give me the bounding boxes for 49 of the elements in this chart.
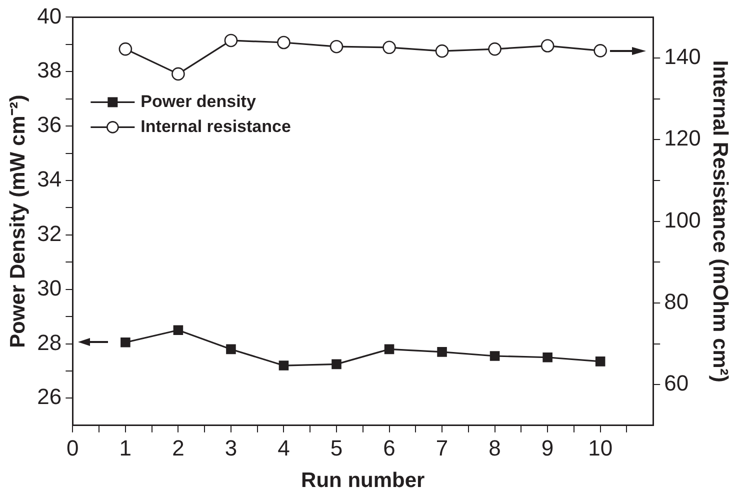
y-tick-label: 34 xyxy=(37,166,62,192)
x-tick-label: 7 xyxy=(436,436,448,461)
y2-tick-label: 60 xyxy=(664,370,689,396)
point xyxy=(540,39,554,52)
y-tick-label: 26 xyxy=(37,384,62,410)
point xyxy=(437,347,447,357)
y2-tick-label: 120 xyxy=(664,126,701,151)
y-tick-label: 36 xyxy=(37,112,62,138)
x-tick-label: 9 xyxy=(541,436,554,461)
y-tick-label: 30 xyxy=(37,275,62,300)
y-tick-label: 28 xyxy=(37,330,62,355)
point xyxy=(224,34,238,48)
point xyxy=(490,351,500,361)
x-axis-title: Run number xyxy=(301,469,425,492)
y-tick-label: 40 xyxy=(37,3,62,28)
point xyxy=(382,40,396,54)
legend-label: Power density xyxy=(140,92,256,111)
point xyxy=(173,325,184,336)
y-tick-label: 38 xyxy=(37,58,62,83)
legend-label: Internal resistance xyxy=(140,116,291,136)
point xyxy=(278,360,289,370)
point xyxy=(330,40,344,54)
point xyxy=(488,42,502,56)
x-tick-label: 2 xyxy=(172,436,184,461)
x-tick-label: 6 xyxy=(383,436,396,461)
x-tick-label: 0 xyxy=(66,436,79,461)
point xyxy=(384,344,394,354)
point xyxy=(120,338,130,348)
y2-tick-label: 100 xyxy=(664,207,701,232)
y2-tick-label: 80 xyxy=(664,289,689,314)
point xyxy=(595,356,606,366)
point xyxy=(542,352,552,362)
y-axis-title: Power Density (mW cm⁻²) xyxy=(6,94,30,348)
point xyxy=(594,44,607,58)
x-tick-label: 10 xyxy=(588,436,613,461)
x-tick-label: 5 xyxy=(330,436,343,461)
x-tick-label: 1 xyxy=(119,436,132,461)
point xyxy=(332,359,342,370)
point xyxy=(277,36,290,50)
y-tick-label: 32 xyxy=(37,220,62,246)
y2-tick-label: 140 xyxy=(664,44,701,70)
point xyxy=(172,67,185,81)
x-tick-label: 8 xyxy=(488,436,501,461)
x-tick-label: 3 xyxy=(224,436,238,461)
point xyxy=(226,344,236,354)
x-tick-label: 4 xyxy=(278,436,290,461)
point xyxy=(118,42,132,56)
y2-axis-title: Internal Resistance (mOhm cm²) xyxy=(708,60,732,382)
point xyxy=(435,44,449,58)
